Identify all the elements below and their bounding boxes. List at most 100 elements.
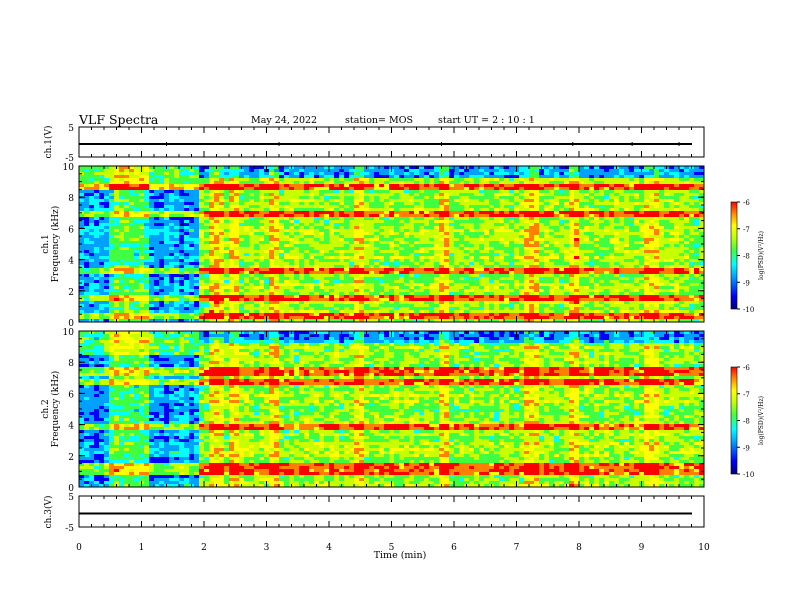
spectrogram-cell bbox=[99, 184, 105, 188]
spectrogram-cell bbox=[479, 187, 485, 191]
spectrogram-cell bbox=[364, 202, 370, 206]
spectrogram-cell bbox=[299, 289, 305, 293]
spectrogram-cell bbox=[154, 256, 160, 260]
spectrogram-cell bbox=[344, 259, 350, 263]
spectrogram-cell bbox=[104, 166, 110, 170]
spectrogram-cell bbox=[184, 280, 190, 284]
spectrogram-cell bbox=[334, 199, 340, 203]
spectrogram-cell bbox=[399, 277, 405, 281]
spectrogram-cell bbox=[524, 304, 530, 308]
spectrogram-cell bbox=[349, 265, 355, 269]
spectrogram-cell bbox=[109, 214, 115, 218]
spectrogram-cell bbox=[404, 277, 410, 281]
spectrogram-cell bbox=[89, 247, 95, 251]
spectrogram-cell bbox=[269, 190, 275, 194]
spectrogram-cell bbox=[164, 181, 170, 185]
spectrogram-cell bbox=[309, 307, 315, 311]
spectrogram-cell bbox=[224, 319, 230, 323]
spectrogram-cell bbox=[129, 256, 135, 260]
spectrogram-cell bbox=[219, 175, 225, 179]
spectrogram-cell bbox=[179, 292, 185, 296]
spectrogram-cell bbox=[259, 226, 265, 230]
spectrogram-cell bbox=[439, 313, 445, 317]
spectrogram-cell bbox=[439, 277, 445, 281]
spectrogram-cell bbox=[444, 277, 450, 281]
spectrogram-cell bbox=[184, 238, 190, 242]
spectrogram-cell bbox=[384, 295, 390, 299]
spectrogram-cell bbox=[344, 169, 350, 173]
spectrogram-cell bbox=[319, 214, 325, 218]
spectrogram-cell bbox=[529, 175, 535, 179]
spectrogram-cell bbox=[214, 295, 220, 299]
spectrogram-cell bbox=[494, 298, 500, 302]
spectrogram-cell bbox=[544, 274, 550, 278]
spectrogram-cell bbox=[369, 199, 375, 203]
spectrogram-cell bbox=[469, 292, 475, 296]
spectrogram-cell bbox=[419, 313, 425, 317]
spectrogram-cell bbox=[279, 220, 285, 224]
spectrogram-cell bbox=[99, 244, 105, 248]
spectrogram-cell bbox=[314, 229, 320, 233]
spectrogram-cell bbox=[449, 244, 455, 248]
spectrogram-cell bbox=[429, 262, 435, 266]
spectrogram-cell bbox=[354, 310, 360, 314]
spectrogram-cell bbox=[529, 193, 535, 197]
spectrogram-cell bbox=[114, 283, 120, 287]
spectrogram-cell bbox=[174, 253, 180, 257]
spectrogram-cell bbox=[499, 184, 505, 188]
spectrogram-cell bbox=[189, 241, 195, 245]
spectrogram-cell bbox=[554, 256, 560, 260]
spectrogram-cell bbox=[174, 265, 180, 269]
spectrogram-cell bbox=[399, 259, 405, 263]
spectrogram-cell bbox=[329, 316, 335, 320]
spectrogram-cell bbox=[249, 319, 255, 323]
spectrogram-cell bbox=[239, 253, 245, 257]
spectrogram-cell bbox=[359, 217, 365, 221]
spectrogram-cell bbox=[319, 316, 325, 320]
spectrogram-cell bbox=[534, 169, 540, 173]
spectrogram-cell bbox=[124, 178, 130, 182]
spectrogram-cell bbox=[319, 295, 325, 299]
spectrogram-cell bbox=[129, 169, 135, 173]
spectrogram-cell bbox=[129, 274, 135, 278]
spectrogram-cell bbox=[399, 178, 405, 182]
spectrogram-cell bbox=[244, 214, 250, 218]
spectrogram-cell bbox=[514, 259, 520, 263]
spectrogram-cell bbox=[134, 193, 140, 197]
spectrogram-cell bbox=[274, 235, 280, 239]
spectrogram-cell bbox=[339, 175, 345, 179]
spectrogram-cell bbox=[179, 280, 185, 284]
spectrogram-cell bbox=[324, 274, 330, 278]
spectrogram-cell bbox=[114, 235, 120, 239]
spectrogram-cell bbox=[174, 304, 180, 308]
spectrogram-cell bbox=[259, 283, 265, 287]
spectrogram-cell bbox=[339, 220, 345, 224]
spectrogram-cell bbox=[239, 301, 245, 305]
spectrogram-cell bbox=[289, 229, 295, 233]
spectrogram-cell bbox=[469, 313, 475, 317]
spectrogram-cell bbox=[499, 172, 505, 176]
spectrogram-cell bbox=[169, 166, 175, 170]
spectrogram-cell bbox=[244, 220, 250, 224]
spectrogram-cell bbox=[229, 235, 235, 239]
spectrogram-cell bbox=[274, 193, 280, 197]
spectrogram-cell bbox=[259, 289, 265, 293]
spectrogram-cell bbox=[309, 220, 315, 224]
spectrogram-cell bbox=[384, 265, 390, 269]
spectrogram-cell bbox=[344, 214, 350, 218]
spectrogram-cell bbox=[194, 226, 200, 230]
spectrogram-cell bbox=[199, 229, 205, 233]
spectrogram-cell bbox=[84, 223, 90, 227]
spectrogram-cell bbox=[219, 166, 225, 170]
spectrogram-cell bbox=[214, 199, 220, 203]
spectrogram-cell bbox=[179, 241, 185, 245]
spectrogram-cell bbox=[294, 223, 300, 227]
spectrogram-cell bbox=[84, 277, 90, 281]
spectrogram-cell bbox=[169, 253, 175, 257]
spectrogram-cell bbox=[544, 220, 550, 224]
spectrogram-cell bbox=[224, 316, 230, 320]
spectrogram-cell bbox=[469, 238, 475, 242]
spectrogram-cell bbox=[299, 283, 305, 287]
spectrogram-cell bbox=[259, 256, 265, 260]
spectrogram-cell bbox=[149, 253, 155, 257]
